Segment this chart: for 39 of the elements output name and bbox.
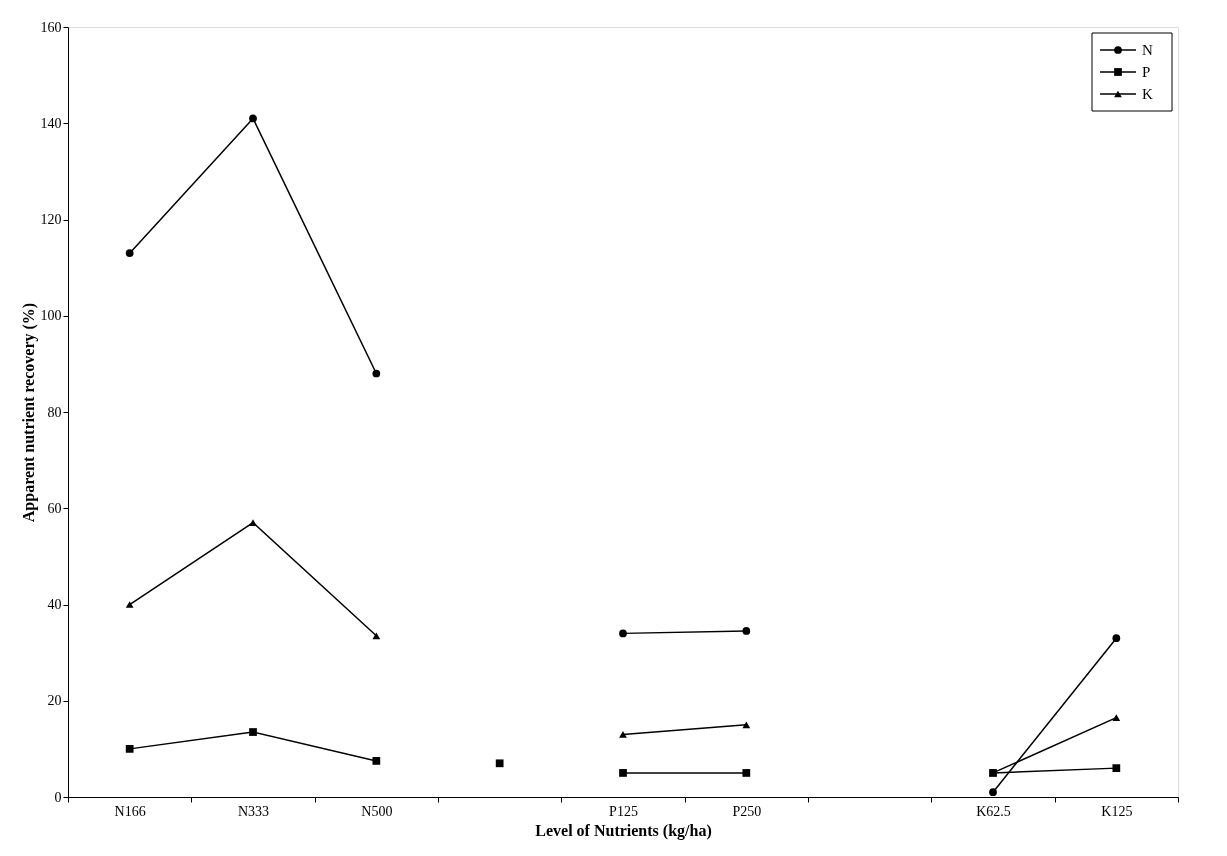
- y-tick-label: 60: [47, 500, 62, 516]
- point: [372, 757, 381, 765]
- point: [1112, 634, 1121, 643]
- point: [619, 769, 627, 777]
- x-axis-title: Level of Nutrients (kg/ha): [535, 821, 712, 840]
- x-tick-label: N166: [114, 803, 146, 819]
- x-tick-label: N500: [361, 803, 393, 819]
- x-tick-label: P125: [609, 803, 638, 819]
- y-tick-label: 0: [54, 789, 62, 805]
- x-tick-label: K62.5: [976, 803, 1011, 819]
- legend-label: P: [1142, 64, 1151, 80]
- y-tick-label: 40: [47, 597, 62, 612]
- x-tick-label: N333: [237, 803, 270, 819]
- point: [125, 601, 134, 608]
- y-tick-label: 20: [47, 693, 62, 709]
- point: [249, 114, 257, 123]
- point: [1112, 714, 1121, 721]
- legend-label: N: [1142, 42, 1153, 58]
- point: [372, 369, 381, 378]
- y-tick-label: 160: [40, 19, 62, 35]
- point: [619, 629, 627, 638]
- point: [742, 769, 751, 777]
- point: [249, 519, 257, 527]
- x-tick-label: K125: [1101, 803, 1133, 819]
- point: [372, 632, 381, 640]
- y-axis-title: Apparent nutrient recovery (%): [19, 302, 38, 523]
- y-tick-label: 120: [40, 212, 62, 227]
- point: [125, 745, 134, 753]
- point: [249, 728, 257, 736]
- point: [125, 249, 134, 258]
- point: [742, 627, 751, 635]
- y-tick-label: 100: [40, 308, 62, 324]
- point: [989, 788, 997, 797]
- x-tick-label: P250: [732, 803, 762, 819]
- y-tick-label: 140: [40, 115, 62, 131]
- legend-label: K: [1142, 86, 1153, 102]
- point: [495, 759, 504, 768]
- y-tick-label: 80: [47, 404, 62, 420]
- point: [1112, 764, 1121, 772]
